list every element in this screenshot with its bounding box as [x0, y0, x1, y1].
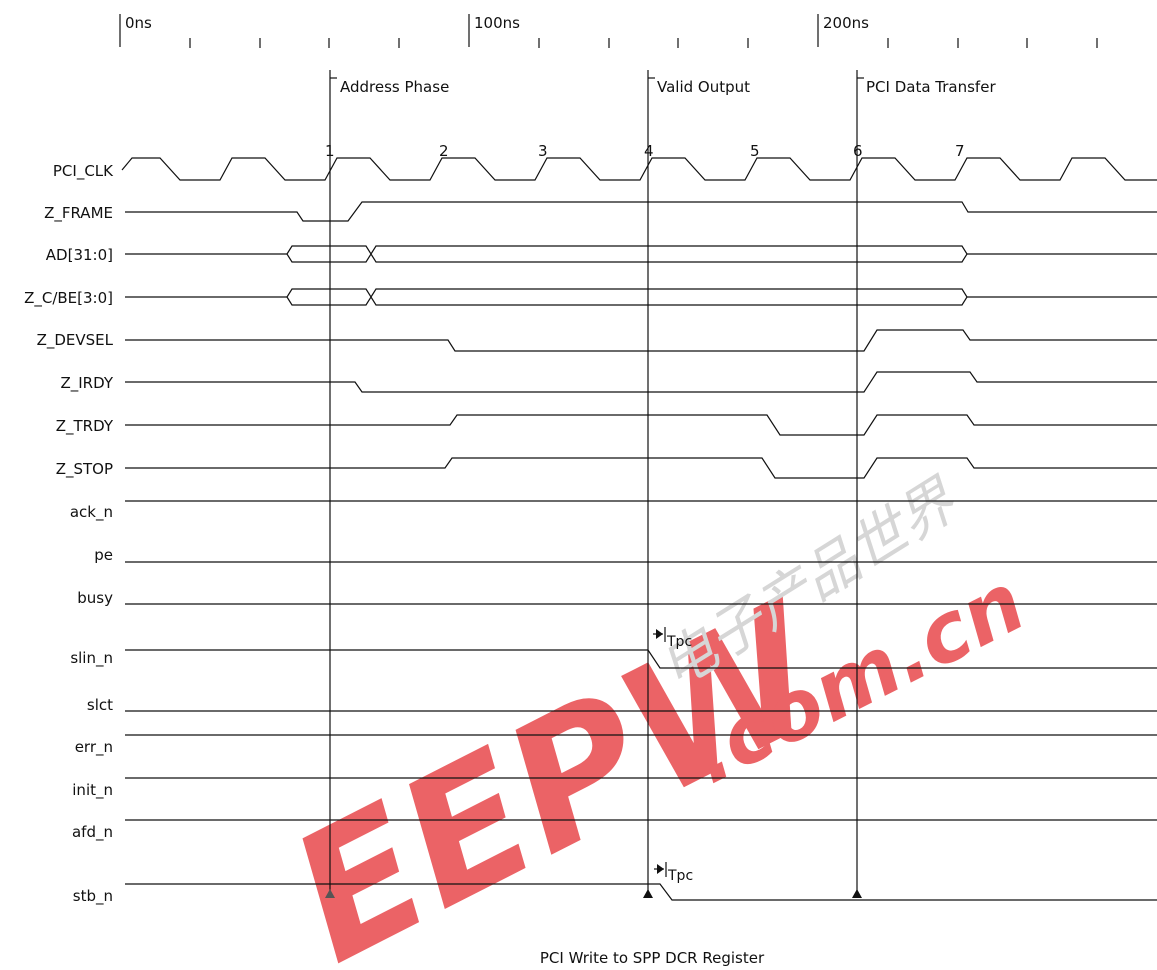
tpc-label-2: Tpc [667, 868, 693, 884]
waveform-z-cbe [125, 288, 1157, 306]
time-label-100ns: 100ns [474, 14, 520, 32]
cursor-marker-3 [852, 889, 862, 898]
diagram-caption: PCI Write to SPP DCR Register [540, 949, 765, 967]
signal-label-z-frame: Z_FRAME [44, 204, 113, 223]
edge-number-5: 5 [750, 142, 760, 160]
time-axis: 0ns 100ns 200ns [119, 14, 1098, 48]
signal-label-z-stop: Z_STOP [56, 460, 113, 479]
tpc-annotation-slin: Tpc [653, 627, 692, 650]
signal-label-z-cbe: Z_C/BE[3:0] [24, 289, 113, 308]
waveform-ad [125, 245, 1157, 263]
signal-label-z-devsel: Z_DEVSEL [37, 331, 114, 350]
signal-label-z-irdy: Z_IRDY [60, 374, 113, 393]
signal-label-z-trdy: Z_TRDY [56, 417, 114, 436]
signal-label-busy: busy [77, 589, 113, 607]
waveform-slin-n [125, 649, 1157, 669]
signal-label-slct: slct [87, 696, 113, 714]
signal-label-afd-n: afd_n [72, 823, 113, 842]
signal-label-init-n: init_n [72, 781, 113, 800]
edge-number-6: 6 [853, 142, 863, 160]
phase-valid-output-label: Valid Output [657, 78, 750, 96]
phase-address-label: Address Phase [340, 78, 449, 96]
signal-label-pci-clk: PCI_CLK [53, 162, 114, 181]
edge-number-2: 2 [439, 142, 449, 160]
edge-number-4: 4 [644, 142, 654, 160]
minor-ticks [189, 38, 1098, 48]
cursor-marker-1 [325, 889, 335, 898]
phase-pci-transfer-label: PCI Data Transfer [866, 78, 996, 96]
clock-edge-numbers: 1 2 3 4 5 6 7 [325, 142, 965, 160]
edge-number-1: 1 [325, 142, 335, 160]
waveforms [121, 157, 1157, 901]
waveform-pci-clk [121, 157, 1157, 181]
waveform-z-devsel [125, 329, 1157, 352]
waveform-z-stop [125, 457, 1157, 479]
waveform-z-irdy [125, 371, 1157, 393]
tpc-label-1: Tpc [666, 634, 692, 650]
signal-label-err-n: err_n [75, 738, 113, 757]
signal-label-stb-n: stb_n [73, 887, 113, 906]
edge-number-7: 7 [955, 142, 965, 160]
waveform-stb-n [125, 883, 1157, 901]
waveform-z-frame [125, 201, 1157, 222]
signal-label-pe: pe [94, 546, 113, 564]
signal-label-ack-n: ack_n [70, 503, 113, 522]
signal-label-ad: AD[31:0] [46, 246, 113, 264]
cursor-marker-2 [643, 889, 653, 898]
signal-names: PCI_CLK Z_FRAME AD[31:0] Z_C/BE[3:0] Z_D… [24, 162, 114, 906]
waveform-z-trdy [125, 414, 1157, 436]
edge-number-3: 3 [538, 142, 548, 160]
signal-label-slin-n: slin_n [70, 649, 113, 668]
tpc-annotation-stb: Tpc [654, 862, 693, 884]
time-label-0ns: 0ns [125, 14, 152, 32]
time-label-200ns: 200ns [823, 14, 869, 32]
phase-cursors: Address Phase Valid Output PCI Data Tran… [325, 70, 996, 898]
